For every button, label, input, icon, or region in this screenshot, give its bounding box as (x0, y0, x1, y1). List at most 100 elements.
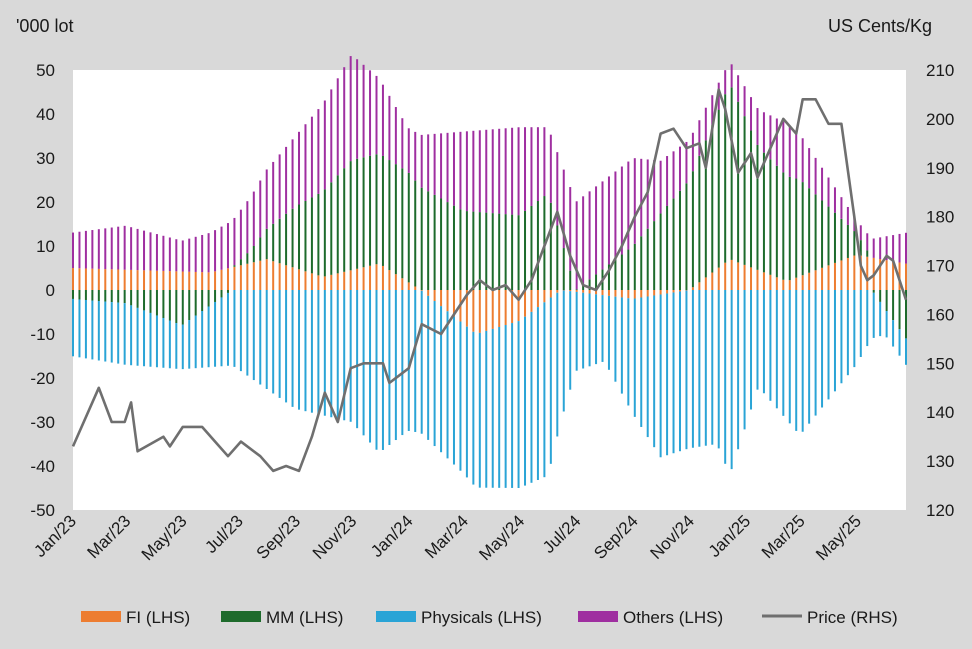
bar-phys (84, 299, 87, 359)
bar-mm (349, 161, 352, 271)
bar-oth (821, 167, 824, 201)
bar-fi (498, 290, 501, 327)
x-tick-label: Jul/23 (201, 511, 247, 557)
bar-mm (827, 206, 830, 266)
bar-mm (743, 116, 746, 265)
bar-fi (291, 267, 294, 290)
x-tick-label: Nov/24 (647, 511, 699, 563)
bar-oth (788, 125, 791, 177)
bar-phys (743, 290, 746, 430)
bar-phys (588, 293, 591, 367)
bar-phys (653, 295, 656, 448)
bar-phys (369, 290, 372, 443)
x-tick-label: May/24 (475, 511, 528, 564)
bar-oth (330, 89, 333, 183)
bar-oth (149, 232, 152, 271)
bar-mm (633, 243, 636, 290)
bar-phys (136, 307, 139, 366)
bar-mm (795, 178, 798, 278)
bar-mm (265, 228, 268, 260)
bar-fi (123, 269, 126, 290)
bar-fi (814, 270, 817, 290)
bar-mm (491, 213, 494, 290)
bar-oth (349, 56, 352, 162)
bar-fi (853, 255, 856, 290)
bar-fi (330, 274, 333, 290)
bar-fi (717, 267, 720, 290)
bar-oth (491, 129, 494, 214)
bar-phys (291, 290, 294, 407)
bar-mm (323, 189, 326, 277)
bar-oth (252, 191, 255, 246)
bar-oth (879, 237, 882, 260)
bar-phys (72, 298, 74, 357)
bar-mm (136, 290, 139, 308)
bar-phys (905, 338, 907, 365)
bar-fi (233, 266, 236, 290)
bar-oth (872, 238, 875, 258)
bar-mm (898, 290, 901, 330)
bar-phys (188, 320, 191, 369)
bar-mm (149, 290, 152, 313)
bar-phys (788, 290, 791, 424)
bar-mm (478, 212, 481, 290)
bar-oth (762, 112, 765, 153)
bar-oth (78, 231, 81, 269)
bar-mm (905, 290, 907, 339)
bar-phys (504, 325, 507, 488)
bar-phys (155, 315, 158, 368)
x-tick-label: Mar/24 (421, 511, 472, 562)
bar-phys (323, 290, 326, 416)
bar-phys (530, 311, 533, 483)
bar-fi (407, 282, 410, 290)
bar-mm (530, 205, 533, 290)
bar-phys (498, 326, 501, 488)
bar-oth (730, 64, 733, 88)
bar-phys (375, 290, 378, 450)
bar-fi (259, 260, 262, 290)
bar-phys (685, 290, 688, 450)
bar-oth (168, 237, 171, 272)
x-axis-ticks: Jan/23 Mar/23 May/23 Jul/23 Sep/23 Nov/23 Jan/… (30, 511, 865, 564)
left-tick-label: -10 (30, 325, 55, 344)
bar-oth (298, 131, 301, 205)
bar-oth (91, 230, 94, 269)
bar-oth (162, 235, 165, 271)
bar-phys (194, 315, 197, 369)
bar-oth (343, 67, 346, 169)
bar-phys (394, 290, 397, 441)
bar-fi (678, 290, 681, 292)
right-tick-label: 180 (926, 208, 954, 227)
bar-oth (511, 127, 514, 215)
bar-phys (91, 300, 94, 360)
bar-oth (369, 70, 372, 156)
bar-phys (775, 290, 778, 409)
bar-mm (239, 259, 242, 266)
bar-series-group (72, 56, 907, 488)
bar-oth (394, 107, 397, 165)
bar-fi (265, 259, 268, 290)
bar-fi (130, 269, 133, 290)
bar-phys (595, 294, 598, 365)
bar-oth (285, 146, 288, 214)
bar-phys (517, 321, 520, 488)
bar-fi (188, 271, 191, 290)
bar-oth (782, 121, 785, 173)
bar-oth (446, 132, 449, 203)
bar-mm (646, 228, 649, 290)
bar-mm (420, 187, 423, 290)
bar-phys (704, 290, 707, 446)
bar-phys (833, 290, 836, 392)
bar-oth (588, 191, 591, 280)
bar-oth (84, 230, 87, 269)
bar-mm (310, 197, 313, 274)
bar-oth (440, 133, 443, 199)
bar-fi (524, 290, 527, 317)
bar-fi (394, 274, 397, 290)
bar-phys (614, 296, 617, 382)
bar-phys (465, 326, 468, 478)
bar-fi (375, 264, 378, 290)
bar-mm (511, 214, 514, 290)
bar-mm (859, 240, 862, 256)
bar-fi (569, 290, 572, 292)
